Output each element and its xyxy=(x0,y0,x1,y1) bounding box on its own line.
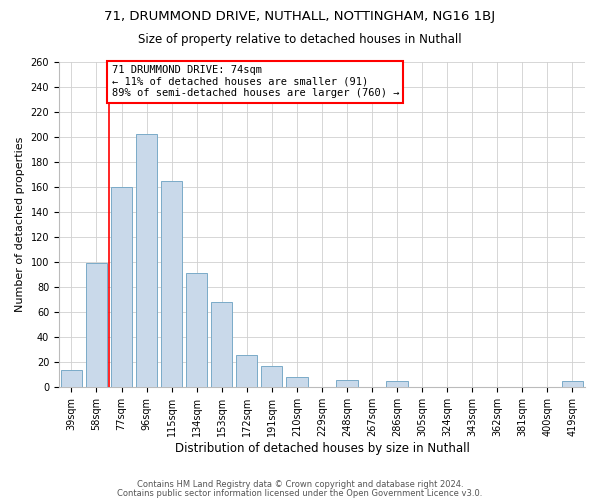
Bar xyxy=(111,187,132,388)
Text: Size of property relative to detached houses in Nuthall: Size of property relative to detached ho… xyxy=(138,32,462,46)
Text: Contains HM Land Registry data © Crown copyright and database right 2024.: Contains HM Land Registry data © Crown c… xyxy=(137,480,463,489)
Bar xyxy=(286,378,308,388)
Bar xyxy=(236,355,257,388)
Bar xyxy=(386,381,408,388)
Text: Contains public sector information licensed under the Open Government Licence v3: Contains public sector information licen… xyxy=(118,489,482,498)
Y-axis label: Number of detached properties: Number of detached properties xyxy=(15,136,25,312)
Bar xyxy=(136,134,157,388)
Bar xyxy=(61,370,82,388)
Bar xyxy=(337,380,358,388)
X-axis label: Distribution of detached houses by size in Nuthall: Distribution of detached houses by size … xyxy=(175,442,469,455)
Bar xyxy=(211,302,232,388)
Text: 71, DRUMMOND DRIVE, NUTHALL, NOTTINGHAM, NG16 1BJ: 71, DRUMMOND DRIVE, NUTHALL, NOTTINGHAM,… xyxy=(104,10,496,23)
Bar xyxy=(86,264,107,388)
Bar xyxy=(562,381,583,388)
Bar xyxy=(261,366,283,388)
Text: 71 DRUMMOND DRIVE: 74sqm
← 11% of detached houses are smaller (91)
89% of semi-d: 71 DRUMMOND DRIVE: 74sqm ← 11% of detach… xyxy=(112,66,399,98)
Bar xyxy=(186,274,208,388)
Bar xyxy=(161,180,182,388)
